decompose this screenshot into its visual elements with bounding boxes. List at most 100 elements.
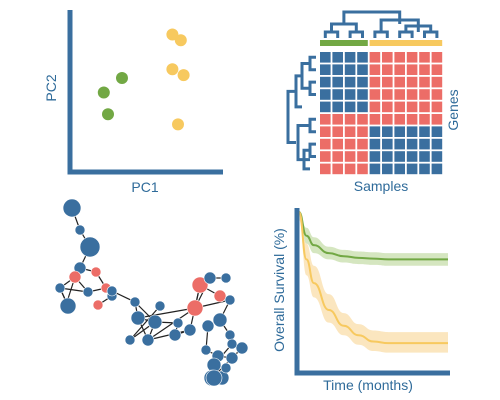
network-node (226, 338, 238, 350)
heatmap-cell (369, 76, 381, 88)
heatmap-cell (394, 89, 405, 100)
heatmap-cell (419, 52, 430, 63)
network-node (172, 317, 184, 329)
network-node (92, 299, 104, 311)
heatmap-cell (332, 163, 343, 175)
heatmap-cell (431, 126, 443, 137)
network-node (141, 333, 155, 347)
network-node (79, 236, 101, 258)
heatmap-cell (382, 151, 393, 162)
network-node (54, 282, 66, 294)
network-node (62, 198, 82, 218)
heatmap-cell (406, 151, 418, 162)
network-edge (129, 305, 161, 341)
heatmap-cell (320, 126, 331, 137)
pca-point (166, 28, 179, 41)
survival-axes (294, 208, 450, 376)
heatmap-cell (369, 151, 381, 162)
heatmap-cell (332, 151, 343, 162)
heatmap-cell (431, 138, 443, 150)
heatmap-cell (357, 114, 368, 125)
heatmap-cell (382, 89, 393, 100)
heatmap-cell (369, 126, 381, 137)
heatmap-cell (419, 101, 430, 113)
heatmap-cell (406, 76, 418, 88)
pca-ylabel: PC2 (43, 74, 59, 101)
heatmap-cell (431, 76, 443, 88)
network-node (106, 285, 118, 297)
heatmap-cell (344, 138, 356, 150)
heatmap-cell (419, 163, 430, 175)
network-node (129, 296, 141, 308)
heatmap-cell (406, 163, 418, 175)
heatmap-cell (431, 52, 443, 63)
network-node (205, 369, 223, 387)
heatmap-cell (382, 114, 393, 125)
heatmap-cell (344, 101, 356, 113)
heatmap-cell (406, 101, 418, 113)
heatmap-cell (382, 126, 393, 137)
heatmap-cell (394, 76, 405, 88)
heatmap-cell (357, 101, 368, 113)
network-node (82, 286, 94, 298)
heatmap-cell (332, 52, 343, 63)
network-node (213, 289, 227, 303)
heatmap-cell (431, 64, 443, 75)
heatmap-cell (320, 163, 331, 175)
network-node (124, 334, 136, 346)
heatmap-cell (369, 52, 381, 63)
heatmap-cell (394, 126, 405, 137)
heatmap-panel: Samples Genes (286, 10, 461, 194)
heatmap-cell (419, 126, 430, 137)
pca-point (172, 118, 184, 131)
heatmap-cell (357, 151, 368, 162)
survival-xlabel: Time (months) (323, 377, 413, 393)
heatmap-cell (369, 114, 381, 125)
heatmap-cell (344, 163, 356, 175)
network-edge (147, 307, 196, 341)
heatmap-row-dendrogram (286, 55, 316, 171)
heatmap-cell (382, 138, 393, 150)
heatmap-cell (419, 114, 430, 125)
heatmap-cell (320, 138, 331, 150)
heatmap-cell (344, 52, 356, 63)
pca-point (116, 72, 128, 84)
heatmap-row-branches (286, 55, 316, 171)
heatmap-cell (394, 114, 405, 125)
heatmap-cell (369, 64, 381, 75)
network-node (154, 300, 166, 312)
heatmap-cell (419, 138, 430, 150)
heatmap-cells (320, 52, 443, 175)
network-node (220, 272, 232, 284)
heatmap-cell (369, 89, 381, 100)
network-node (90, 266, 102, 278)
heatmap-cell (344, 126, 356, 137)
heatmap-cell (357, 126, 368, 137)
heatmap-cell (320, 101, 331, 113)
network-node (224, 329, 236, 341)
heatmap-cell (382, 64, 393, 75)
pca-xlabel: PC1 (131, 179, 158, 195)
heatmap-cell (419, 76, 430, 88)
pca-point (166, 63, 179, 76)
heatmap-cell (344, 114, 356, 125)
heatmap-cell (394, 64, 405, 75)
heatmap-cell (357, 64, 368, 75)
survival-confidence-bands (299, 212, 448, 353)
network-node (147, 314, 163, 330)
heatmap-cell (431, 151, 443, 162)
network-node (183, 323, 197, 337)
heatmap-cell (369, 101, 381, 113)
heatmap-cell (344, 76, 356, 88)
heatmap-group-segment (320, 40, 368, 46)
survival-lines (298, 211, 448, 345)
survival-panel: Time (months) Overall Survival (%) (271, 208, 450, 393)
network-node (168, 328, 182, 342)
heatmap-cell (431, 101, 443, 113)
network-edge (137, 307, 196, 319)
heatmap-cell (382, 101, 393, 113)
heatmap-cell (419, 64, 430, 75)
survival-band (299, 212, 448, 266)
heatmap-cell (382, 76, 393, 88)
